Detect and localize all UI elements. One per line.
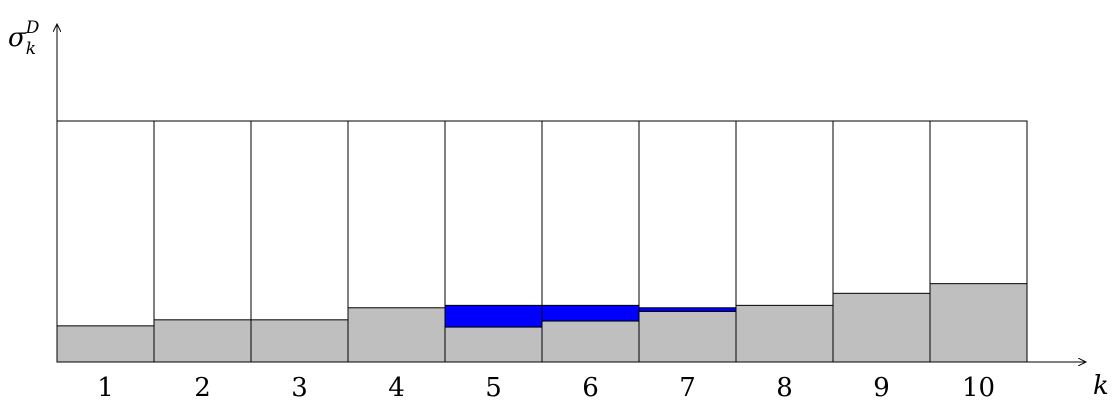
x-tick-label-3: 3 bbox=[291, 373, 308, 401]
x-tick-label-9: 9 bbox=[873, 373, 890, 401]
bar-series-2-6 bbox=[541, 304, 640, 322]
bar-series-2-5 bbox=[444, 304, 543, 328]
bar-series-1-5 bbox=[444, 326, 543, 363]
bar-series-1-9 bbox=[832, 292, 931, 363]
bar-series-1-7 bbox=[638, 310, 737, 363]
bar-series-1-1 bbox=[56, 325, 155, 363]
labels-layer: 1 2 3 4 5 6 7 8 9 10 bbox=[97, 373, 995, 401]
x-tick-label-1: 1 bbox=[97, 373, 114, 401]
x-tick-label-8: 8 bbox=[776, 373, 793, 401]
bar-series-2-7 bbox=[638, 307, 737, 312]
y-axis-label-base: σ bbox=[8, 23, 27, 53]
capacity-box-1 bbox=[56, 120, 155, 363]
bar-series-1-8 bbox=[735, 304, 834, 363]
y-axis-label-superscript: D bbox=[25, 18, 40, 38]
bar-series-1-6 bbox=[541, 320, 640, 363]
x-axis-label: k bbox=[1093, 371, 1109, 401]
bar-series-1-10 bbox=[929, 283, 1028, 363]
bar-series-1-2 bbox=[153, 319, 252, 363]
x-tick-label-4: 4 bbox=[388, 373, 405, 401]
axes-layer bbox=[57, 24, 1086, 362]
x-tick-label-7: 7 bbox=[679, 373, 696, 401]
y-axis-label: σD k bbox=[8, 18, 40, 59]
bar-series-1-3 bbox=[250, 319, 349, 363]
bar-series-1-4 bbox=[347, 307, 446, 363]
x-tick-label-6: 6 bbox=[582, 373, 599, 401]
x-tick-label-2: 2 bbox=[194, 373, 211, 401]
x-tick-label-5: 5 bbox=[485, 373, 502, 401]
y-axis-label-subscript: k bbox=[26, 39, 36, 59]
bars-layer bbox=[56, 120, 1028, 363]
x-tick-label-10: 10 bbox=[962, 373, 995, 401]
